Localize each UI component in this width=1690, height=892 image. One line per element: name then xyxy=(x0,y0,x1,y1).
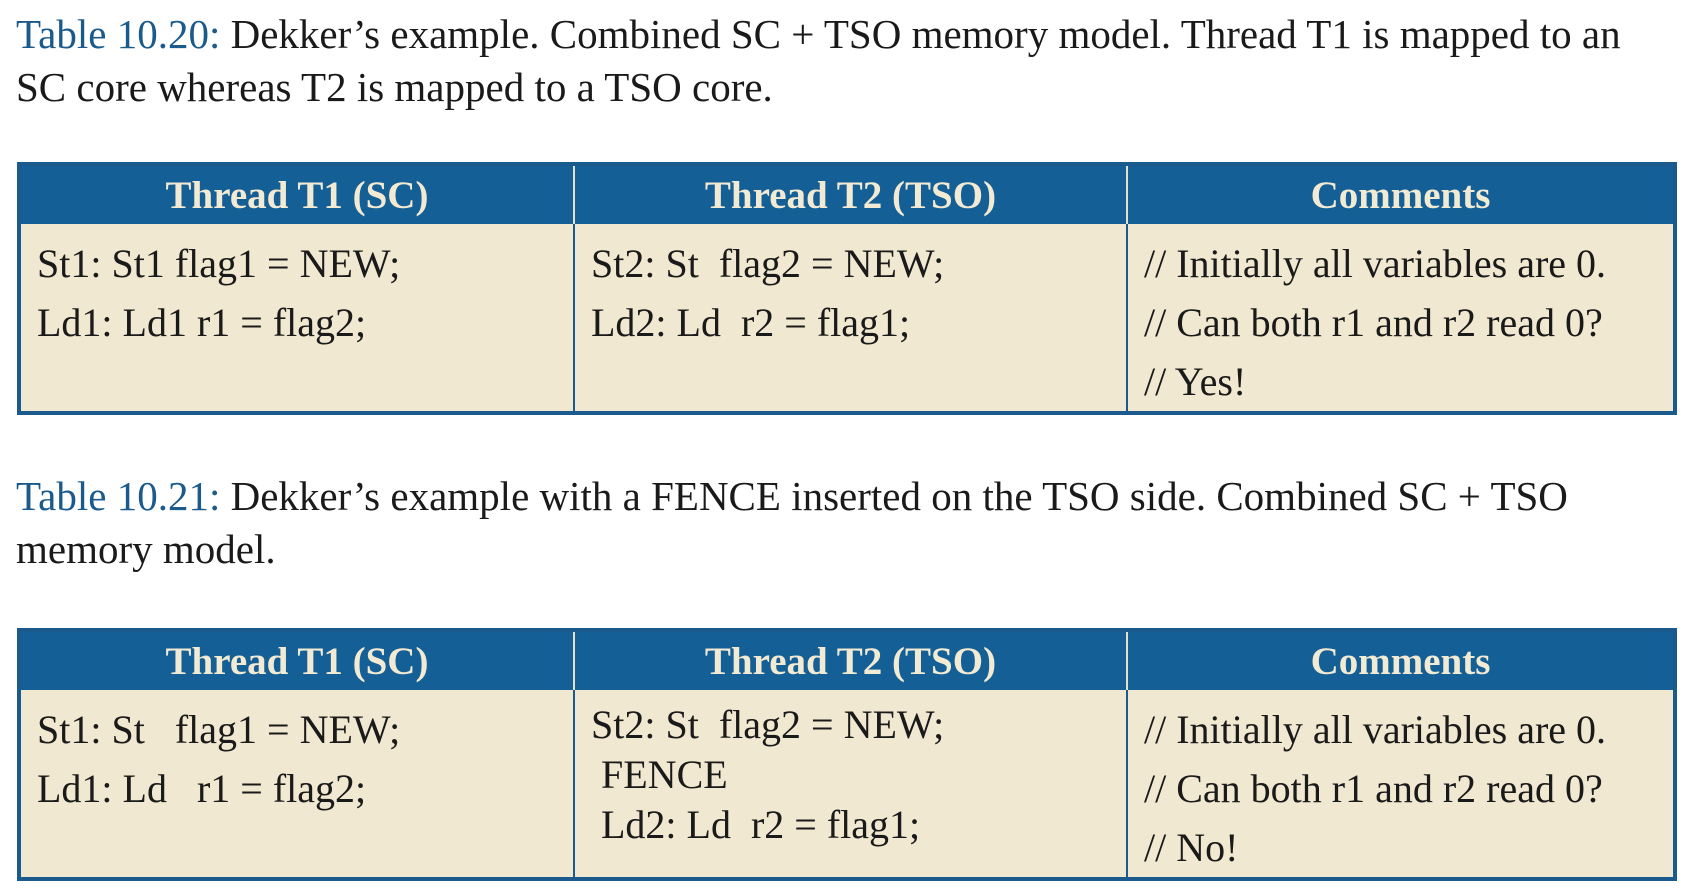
cell-comments: // Initially all variables are 0. // Can… xyxy=(1126,224,1675,413)
comment-line: // Initially all variables are 0. xyxy=(1144,707,1607,752)
code-line: Ld1: Ld1 r1 = flag2; xyxy=(37,300,367,345)
cell-thread-t2: St2: St flag2 = NEW; FENCE Ld2: Ld r2 = … xyxy=(573,690,1127,879)
cell-thread-t2: St2: St flag2 = NEW; Ld2: Ld r2 = flag1; xyxy=(573,224,1127,413)
code-line: St1: St flag1 = NEW; xyxy=(37,707,401,752)
comment-line: // No! xyxy=(1144,825,1239,870)
table-caption: Table 10.20: Dekker’s example. Combined … xyxy=(16,8,1676,114)
code-line: St1: St1 flag1 = NEW; xyxy=(37,241,401,286)
header-thread-t2: Thread T2 (TSO) xyxy=(573,164,1127,224)
caption-text: Dekker’s example. Combined SC + TSO memo… xyxy=(16,11,1621,110)
dekker-table-sc-tso: Thread T1 (SC) Thread T2 (TSO) Comments … xyxy=(17,162,1677,415)
header-comments: Comments xyxy=(1126,164,1675,224)
comment-line: // Initially all variables are 0. xyxy=(1144,241,1607,286)
table-row: St1: St1 flag1 = NEW; Ld1: Ld1 r1 = flag… xyxy=(19,224,1675,413)
table-caption: Table 10.21: Dekker’s example with a FEN… xyxy=(16,470,1676,576)
cell-comments: // Initially all variables are 0. // Can… xyxy=(1126,690,1675,879)
code-line: Ld2: Ld r2 = flag1; xyxy=(591,802,921,847)
code-line: St2: St flag2 = NEW; xyxy=(591,702,945,747)
header-comments: Comments xyxy=(1126,630,1675,690)
comment-line: // Yes! xyxy=(1144,359,1247,404)
table-number: Table 10.21: xyxy=(16,473,221,519)
code-line: FENCE xyxy=(591,752,728,797)
comment-line: // Can both r1 and r2 read 0? xyxy=(1144,300,1603,345)
dekker-table-fence: Thread T1 (SC) Thread T2 (TSO) Comments … xyxy=(17,628,1677,881)
code-line: St2: St flag2 = NEW; xyxy=(591,241,945,286)
cell-thread-t1: St1: St1 flag1 = NEW; Ld1: Ld1 r1 = flag… xyxy=(19,224,574,413)
table-row: St1: St flag1 = NEW; Ld1: Ld r1 = flag2;… xyxy=(19,690,1675,879)
header-thread-t1: Thread T1 (SC) xyxy=(19,164,574,224)
caption-text: Dekker’s example with a FENCE inserted o… xyxy=(16,473,1568,572)
table-number: Table 10.20: xyxy=(16,11,221,57)
header-thread-t1: Thread T1 (SC) xyxy=(19,630,574,690)
header-row: Thread T1 (SC) Thread T2 (TSO) Comments xyxy=(19,164,1675,224)
code-line: Ld1: Ld r1 = flag2; xyxy=(37,766,367,811)
header-row: Thread T1 (SC) Thread T2 (TSO) Comments xyxy=(19,630,1675,690)
code-line: Ld2: Ld r2 = flag1; xyxy=(591,300,911,345)
cell-thread-t1: St1: St flag1 = NEW; Ld1: Ld r1 = flag2; xyxy=(19,690,574,879)
comment-line: // Can both r1 and r2 read 0? xyxy=(1144,766,1603,811)
header-thread-t2: Thread T2 (TSO) xyxy=(573,630,1127,690)
